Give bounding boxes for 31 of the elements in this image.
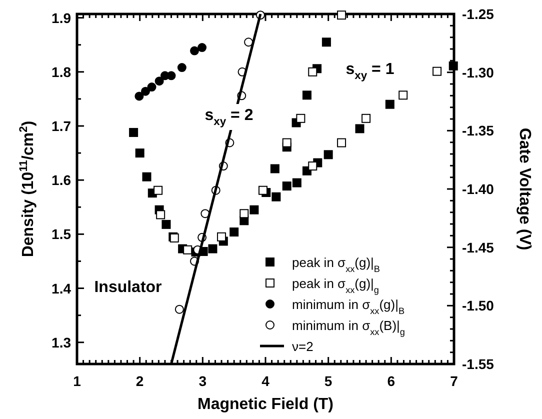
x-tick-label: 5 (324, 373, 332, 389)
x-tick-label: 4 (262, 373, 270, 389)
y-tick-label: 1.5 (52, 226, 72, 242)
y-tick-label: 1.4 (52, 280, 72, 296)
x-axis-title: Magnetic Field (T) (198, 396, 334, 413)
y-tick-label: 1.8 (52, 64, 72, 80)
y2-tick-label: -1.45 (462, 239, 494, 256)
x-tick-label: 7 (450, 373, 458, 389)
y2-tick-label: -1.30 (462, 64, 494, 80)
legend-label: peak in σ$_{xx}$(g)|$_{g}$ (292, 276, 379, 295)
legend-label: peak in σ$_{xx}$(g)|$_{B}$ (292, 255, 380, 274)
x-tick-label: 1 (73, 373, 82, 389)
x-tick-label: 3 (198, 373, 207, 389)
y-tick-label: 1.6 (52, 172, 72, 188)
y2-tick-label: -1.25 (462, 6, 494, 22)
y2-axis-title: Gate Voltage (V) (516, 128, 533, 250)
x-tick-label: 2 (136, 373, 144, 389)
annotation: s$_{xy}$ = 2 (204, 107, 254, 128)
annotation: Insulator (94, 279, 162, 296)
y2-tick-label: -1.55 (462, 356, 494, 372)
y2-tick-label: -1.50 (462, 298, 494, 314)
y2-tick-label: -1.35 (462, 122, 494, 139)
y2-tick-label: -1.40 (462, 181, 494, 197)
legend-label: minimum in σ$_{xx}$(g)|$_{B}$ (292, 297, 405, 316)
y-tick-label: 1.7 (52, 118, 72, 134)
y-tick-label: 1.3 (52, 334, 72, 350)
legend-label: ν=2 (292, 339, 314, 354)
y-tick-label: 1.9 (52, 10, 72, 26)
annotation: s$_{xy}$ = 1 (346, 61, 394, 82)
legend-label: minimum in σ$_{xx}$(B)|$_{g}$ (292, 318, 405, 337)
x-tick-label: 6 (387, 373, 396, 389)
